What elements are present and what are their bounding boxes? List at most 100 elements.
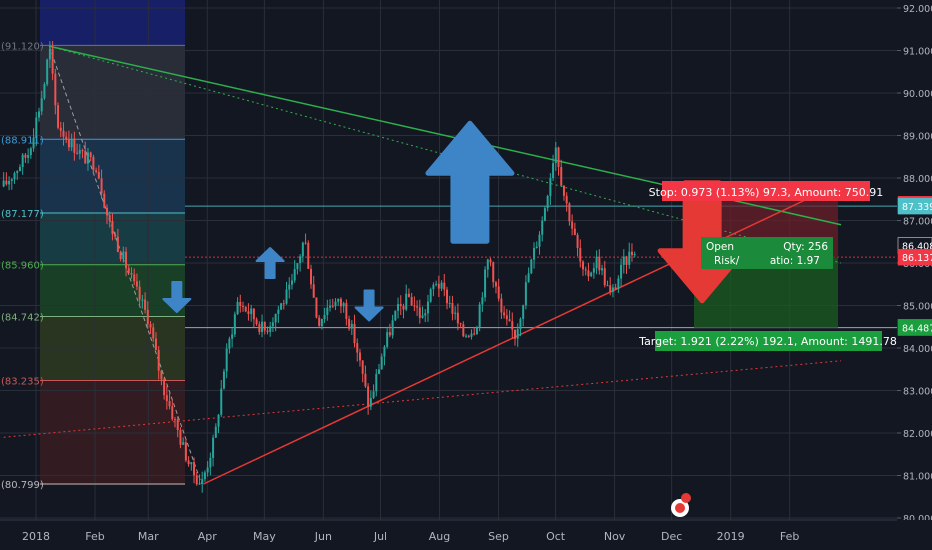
candle-up bbox=[543, 208, 546, 221]
open-label-right: Qty: 256 bbox=[783, 241, 828, 253]
price-tick-label: 88.000 bbox=[903, 174, 932, 185]
time-tick-label: May bbox=[253, 530, 276, 543]
price-axis-marker-label: 87.339 bbox=[902, 202, 932, 213]
candle-up bbox=[465, 335, 468, 337]
candle-down bbox=[497, 286, 500, 299]
candle-down bbox=[152, 327, 155, 339]
candle-up bbox=[386, 332, 389, 347]
time-tick-label: 2019 bbox=[717, 530, 745, 543]
time-tick-label: Sep bbox=[488, 530, 509, 543]
candle-down bbox=[252, 308, 255, 320]
candle-down bbox=[410, 296, 413, 306]
candle-down bbox=[413, 305, 416, 307]
time-tick-label: Mar bbox=[138, 530, 159, 543]
candle-down bbox=[108, 215, 111, 222]
candle-down bbox=[184, 442, 187, 461]
candle-down bbox=[95, 170, 98, 172]
candle-down bbox=[318, 317, 321, 327]
candle-down bbox=[451, 302, 454, 314]
candle-up bbox=[369, 398, 372, 407]
candle-up bbox=[628, 251, 631, 265]
candle-down bbox=[59, 127, 62, 131]
candle-up bbox=[290, 280, 293, 285]
candle-up bbox=[274, 313, 277, 323]
candle-down bbox=[5, 180, 8, 185]
stop-label-box bbox=[662, 181, 870, 201]
stop-annotation: Stop: 0.973 (1.13%) 97.3, Amount: 750.91 bbox=[649, 181, 883, 201]
candle-down bbox=[505, 315, 508, 320]
candle-down bbox=[467, 335, 470, 337]
candle-up bbox=[86, 152, 89, 164]
price-tick-label: 92.000 bbox=[903, 4, 932, 15]
candle-up bbox=[481, 297, 484, 305]
candle-up bbox=[280, 303, 283, 310]
candle-down bbox=[443, 282, 446, 290]
candle-down bbox=[500, 298, 503, 313]
candle-up bbox=[424, 313, 427, 316]
candle-down bbox=[609, 285, 612, 292]
candle-down bbox=[579, 247, 582, 262]
candle-down bbox=[195, 475, 198, 485]
candle-down bbox=[489, 259, 492, 263]
arrow-up-icon bbox=[255, 247, 285, 279]
candle-up bbox=[209, 457, 212, 468]
candle-up bbox=[522, 305, 525, 319]
candle-down bbox=[130, 272, 133, 275]
candle-down bbox=[353, 323, 356, 344]
candle-down bbox=[462, 324, 465, 337]
candle-up bbox=[541, 220, 544, 235]
candle-up bbox=[435, 283, 438, 285]
candle-down bbox=[437, 283, 440, 289]
candle-up bbox=[533, 247, 536, 260]
time-axis-ticks: 2018 Feb Mar Apr May Jun Jul Aug Sep Oct Nov Dec 201… bbox=[22, 530, 799, 543]
candle-up bbox=[46, 59, 49, 85]
candle-down bbox=[565, 195, 568, 204]
candle-down bbox=[67, 139, 70, 148]
candle-down bbox=[125, 251, 128, 269]
candle-down bbox=[492, 262, 495, 283]
candle-up bbox=[342, 303, 345, 307]
price-tick-label: 85.000 bbox=[903, 302, 932, 313]
candle-up bbox=[620, 264, 623, 279]
candle-down bbox=[459, 323, 462, 325]
candle-up bbox=[38, 111, 41, 118]
candle-up bbox=[391, 320, 394, 336]
candle-up bbox=[10, 179, 13, 181]
time-axis-background bbox=[0, 520, 932, 550]
candle-up bbox=[524, 282, 527, 306]
price-axis-marker bbox=[897, 319, 932, 336]
candle-up bbox=[261, 321, 264, 332]
candle-down bbox=[135, 281, 138, 287]
candle-down bbox=[358, 352, 361, 361]
candle-up bbox=[206, 467, 209, 473]
candle-down bbox=[187, 460, 190, 465]
candle-down bbox=[255, 319, 258, 325]
candle-up bbox=[78, 150, 81, 154]
price-axis-marker-label: 86.137 bbox=[902, 253, 932, 264]
candle-down bbox=[239, 302, 242, 307]
candle-down bbox=[606, 285, 609, 287]
candle-up bbox=[299, 256, 302, 264]
candle-down bbox=[603, 268, 606, 286]
candle-down bbox=[89, 152, 92, 157]
candle-down bbox=[81, 150, 84, 152]
candle-down bbox=[584, 269, 587, 271]
fib-level-label: (85.960) bbox=[1, 261, 44, 272]
candle-down bbox=[146, 309, 149, 325]
candle-up bbox=[601, 268, 604, 271]
candle-up bbox=[214, 426, 217, 438]
candle-up bbox=[394, 310, 397, 321]
candle-down bbox=[399, 304, 402, 306]
candle-up bbox=[421, 315, 424, 318]
time-tick-label: Jul bbox=[373, 530, 387, 543]
trendline bbox=[3, 360, 842, 438]
candle-down bbox=[165, 395, 168, 402]
candle-down bbox=[339, 298, 342, 307]
candle-down bbox=[364, 373, 367, 387]
candle-down bbox=[310, 268, 313, 285]
candle-up bbox=[203, 472, 206, 480]
candle-down bbox=[418, 307, 421, 318]
candle-up bbox=[21, 154, 24, 168]
candle-down bbox=[133, 274, 136, 282]
candle-down bbox=[494, 282, 497, 287]
